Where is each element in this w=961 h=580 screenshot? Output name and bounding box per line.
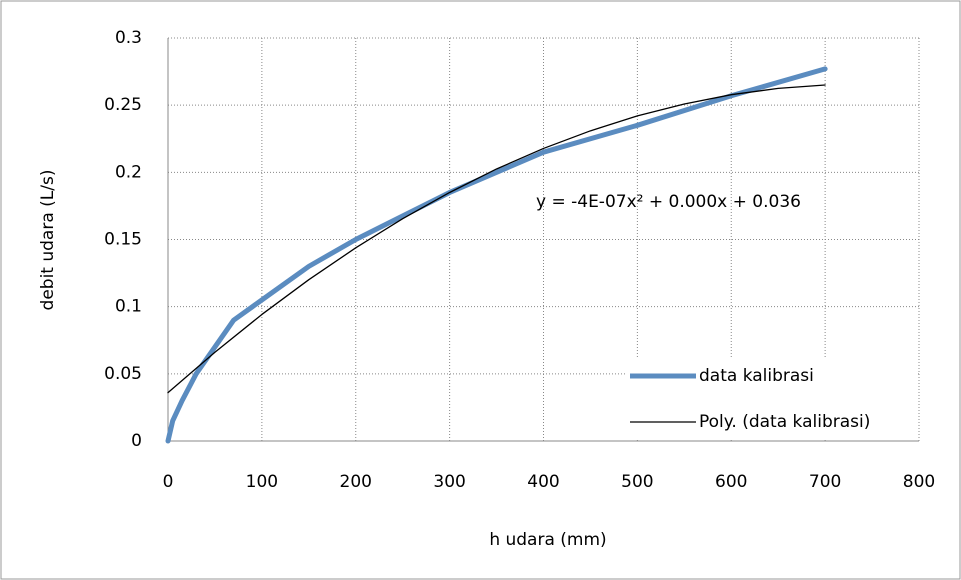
chart-border: [1, 1, 960, 579]
x-tick-label: 700: [809, 472, 841, 492]
x-tick-label: 400: [527, 472, 559, 492]
y-tick-label: 0.15: [104, 230, 142, 250]
chart: h udara (mm) debit udara (L/s) 0 0.05 0.1 0…: [0, 0, 961, 580]
equation-annotation: y = -4E-07x² + 0.000x + 0.036: [536, 192, 801, 212]
y-tick-label: 0.2: [115, 162, 142, 182]
x-axis-title: h udara (mm): [489, 530, 606, 550]
x-tick-label: 800: [903, 472, 935, 492]
x-tick-label: 100: [246, 472, 278, 492]
y-tick-label: 0.1: [115, 297, 142, 317]
y-axis-title: debit udara (L/s): [38, 170, 58, 311]
legend-label: Poly. (data kalibrasi): [699, 412, 870, 432]
x-tick-label: 300: [433, 472, 465, 492]
x-tick-label: 500: [621, 472, 653, 492]
y-tick-label: 0.25: [104, 95, 142, 115]
legend-label: data kalibrasi: [699, 366, 814, 386]
x-tick-label: 600: [715, 472, 747, 492]
y-tick-label: 0: [131, 431, 142, 451]
y-tick-label: 0.3: [115, 28, 142, 48]
x-tick-label: 200: [340, 472, 372, 492]
x-tick-label: 0: [163, 472, 174, 492]
y-tick-label: 0.05: [104, 364, 142, 384]
